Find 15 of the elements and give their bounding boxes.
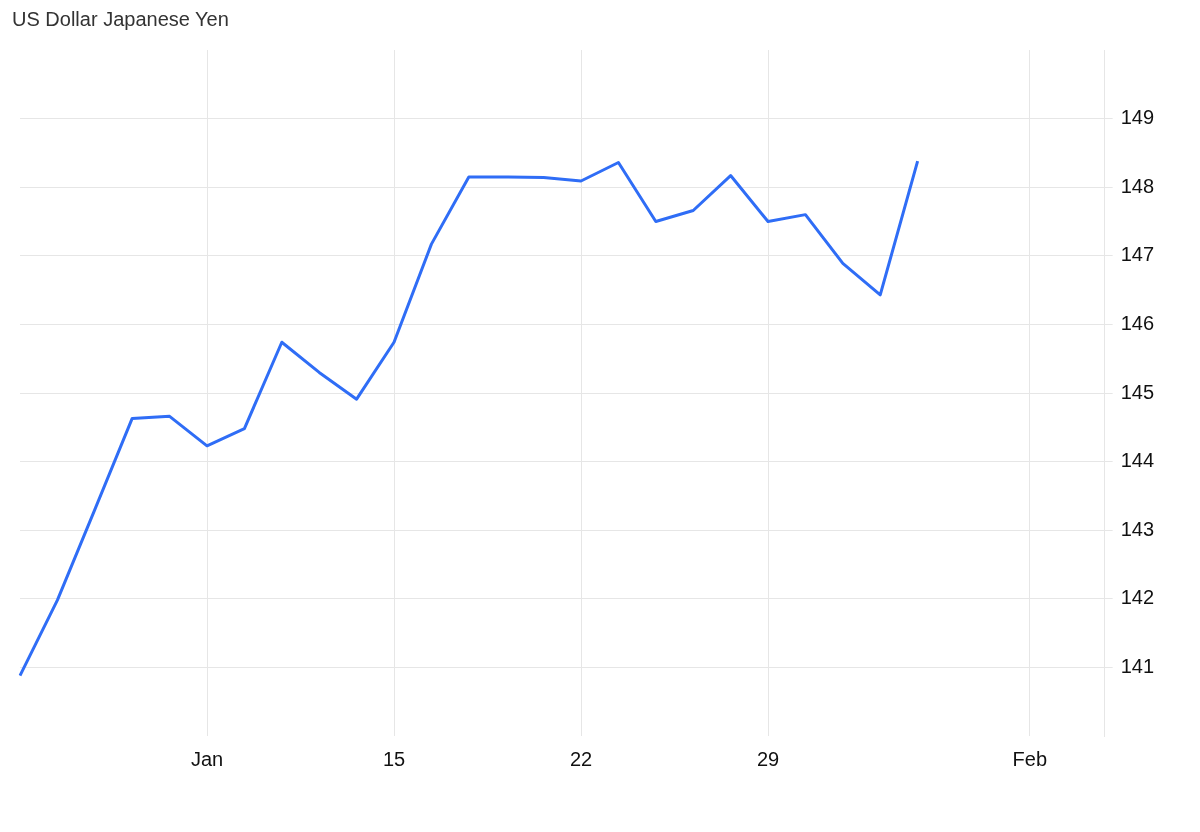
y-tick-label: 143 — [1120, 517, 1155, 540]
x-tick-label: 22 — [569, 747, 593, 770]
y-tick-label: 148 — [1120, 174, 1155, 197]
y-tick-label: 145 — [1120, 380, 1155, 403]
chart-title: US Dollar Japanese Yen — [12, 7, 229, 30]
y-tick-label: 147 — [1120, 243, 1155, 266]
x-tick-label: 29 — [756, 747, 780, 770]
y-tick-label: 144 — [1120, 449, 1155, 472]
y-tick-label: 146 — [1120, 311, 1155, 334]
y-tick-label: 149 — [1120, 106, 1155, 129]
y-tick-label: 141 — [1120, 654, 1155, 677]
y-tick-label: 142 — [1120, 586, 1155, 609]
x-tick-label: Jan — [190, 747, 224, 770]
x-tick-label: Feb — [1012, 747, 1048, 770]
x-tick-label: 15 — [382, 747, 406, 770]
